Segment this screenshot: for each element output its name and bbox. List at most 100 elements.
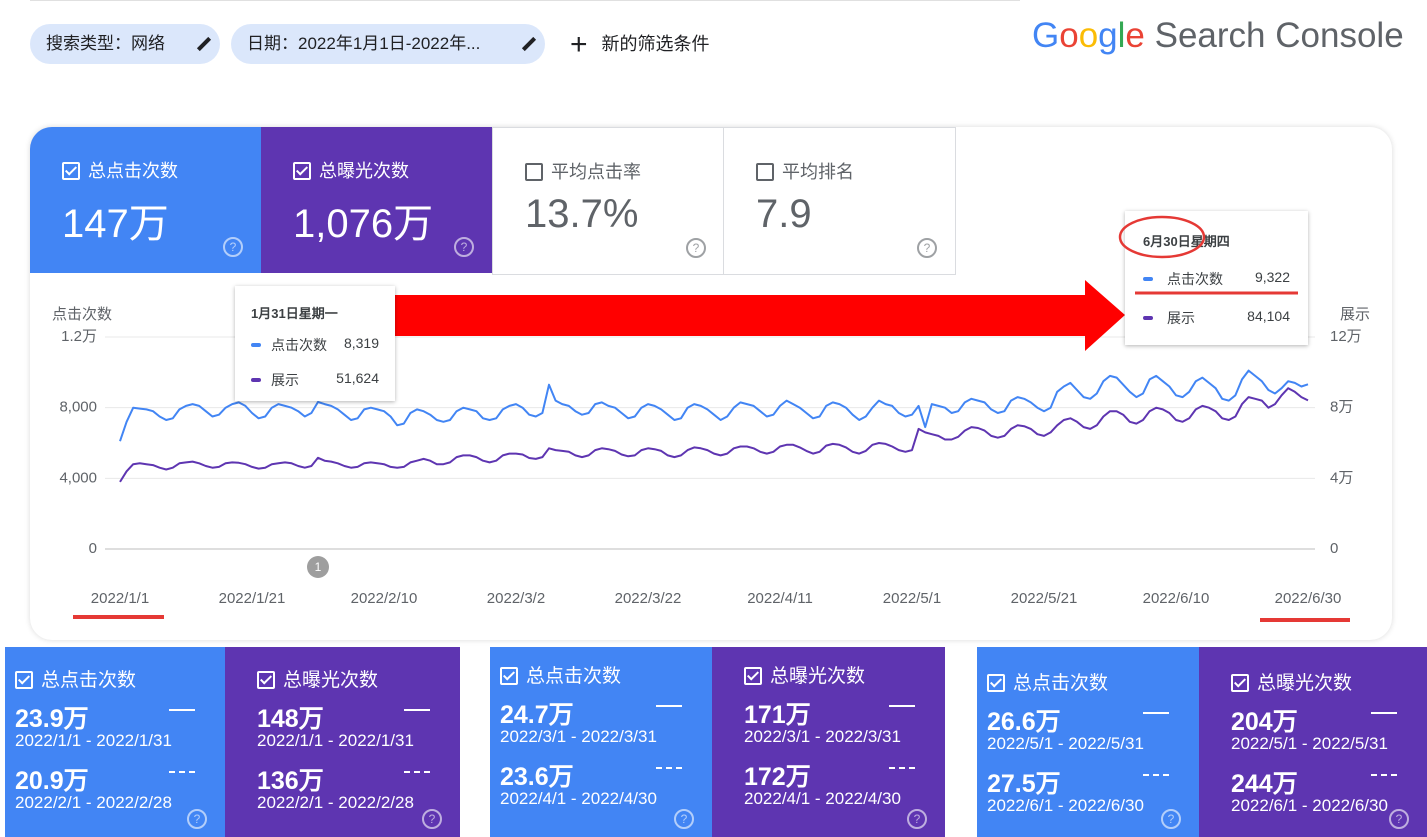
tooltip-name: 展示: [1167, 310, 1195, 326]
comparison-label-text: 总曝光次数: [770, 666, 866, 687]
help-icon[interactable]: [187, 809, 207, 829]
comparison-value: 244万: [1231, 770, 1298, 798]
checkbox[interactable]: [15, 671, 33, 689]
checkbox[interactable]: [293, 162, 311, 180]
checkbox[interactable]: [756, 163, 774, 181]
checkbox[interactable]: [62, 162, 80, 180]
tooltip: 6月30日星期四 点击次数 9,322 展示 84,104: [1125, 211, 1308, 345]
legend-dash: [656, 705, 682, 707]
help-icon[interactable]: [422, 809, 442, 829]
comparison-range: 2022/4/1 - 2022/4/30: [744, 789, 901, 808]
comparison-card[interactable]: 总点击次数 26.6万 2022/5/1 - 2022/5/31 27.5万 2022/…: [977, 647, 1199, 837]
metric-label-text: 总点击次数: [88, 161, 178, 181]
comparison-value: 172万: [744, 763, 811, 791]
comparison-value: 171万: [744, 701, 811, 729]
y2-axis-title: 展示: [1340, 306, 1370, 323]
checkbox[interactable]: [744, 667, 762, 685]
top-border: [30, 0, 1020, 1]
help-icon[interactable]: [686, 238, 706, 258]
filter-chip[interactable]: 日期：2022年1月1日-2022年...: [231, 24, 545, 64]
filter-chip[interactable]: 搜索类型：网络: [30, 24, 220, 64]
legend-dash: [404, 709, 430, 711]
comparison-value: 20.9万: [15, 767, 89, 795]
comparison-range: 2022/2/1 - 2022/2/28: [257, 793, 414, 812]
help-icon[interactable]: [674, 809, 694, 829]
comparison-card[interactable]: 总点击次数 24.7万 2022/3/1 - 2022/3/31 23.6万 2022/…: [490, 647, 712, 837]
logo-brand: Google: [1032, 16, 1145, 55]
comparison-card[interactable]: 总曝光次数 171万 2022/3/1 - 2022/3/31 172万 2022/4/…: [712, 647, 945, 837]
comparison-range: 2022/4/1 - 2022/4/30: [500, 789, 657, 808]
metric-label-text: 总曝光次数: [319, 161, 409, 181]
tooltip-dot: [1143, 277, 1153, 281]
comparison-label: 总曝光次数: [744, 661, 865, 688]
legend-dash: [889, 705, 915, 707]
y-axis-title: 点击次数: [52, 306, 112, 323]
y2-tick-label: 12万: [1330, 328, 1362, 345]
legend-dash: [1371, 774, 1397, 776]
add-filter[interactable]: + 新的筛选条件: [570, 28, 710, 61]
comparison-value: 204万: [1231, 708, 1298, 736]
comparison-card[interactable]: 总曝光次数 148万 2022/1/1 - 2022/1/31 136万 2022/2/…: [225, 647, 460, 837]
tooltip-name: 点击次数: [271, 337, 327, 353]
metric-label-text: 平均排名: [782, 162, 854, 182]
add-filter-text: 新的筛选条件: [601, 34, 710, 54]
comparison-range: 2022/3/1 - 2022/3/31: [500, 727, 657, 746]
comparison-range: 2022/6/1 - 2022/6/30: [987, 796, 1144, 815]
metric-value: 147万: [62, 202, 169, 246]
annotation-marker: [307, 556, 329, 578]
legend-dash: [656, 767, 682, 769]
x-tick-label: 2022/1/1: [91, 590, 149, 607]
comparison-range: 2022/1/1 - 2022/1/31: [15, 731, 172, 750]
x-tick-label: 2022/3/22: [615, 590, 682, 607]
tooltip-title: 6月30日星期四: [1143, 234, 1230, 249]
comparison-card[interactable]: 总曝光次数 204万 2022/5/1 - 2022/5/31 244万 2022/6/…: [1199, 647, 1427, 837]
comparison-range: 2022/2/1 - 2022/2/28: [15, 793, 172, 812]
comparison-label: 总点击次数: [987, 668, 1108, 695]
help-icon[interactable]: [907, 809, 927, 829]
metric-label-text: 平均点击率: [551, 162, 641, 182]
metric-card[interactable]: 平均排名 7.9: [723, 127, 956, 275]
tooltip-value: 51,624: [336, 370, 379, 386]
comparison-value: 136万: [257, 767, 324, 795]
comparison-card[interactable]: 总点击次数 23.9万 2022/1/1 - 2022/1/31 20.9万 2022/…: [5, 647, 225, 837]
y-tick-label: 8,000: [59, 399, 97, 416]
y2-tick-label: 0: [1330, 540, 1338, 557]
metric-value: 1,076万: [293, 202, 434, 246]
checkbox[interactable]: [987, 674, 1005, 692]
metric-card[interactable]: 总曝光次数 1,076万: [261, 127, 492, 273]
legend-dash: [404, 771, 430, 773]
help-icon[interactable]: [1389, 809, 1409, 829]
y-tick-label: 0: [89, 540, 97, 557]
y-tick-label: 1.2万: [61, 328, 97, 345]
comparison-label-text: 总曝光次数: [283, 670, 379, 691]
x-tick-label: 2022/6/30: [1275, 590, 1342, 607]
legend-dash: [1143, 774, 1169, 776]
x-tick-label: 2022/2/10: [351, 590, 418, 607]
metric-value: 7.9: [756, 192, 812, 236]
metric-label: 平均点击率: [525, 158, 641, 184]
legend-dash: [1371, 712, 1397, 714]
help-icon[interactable]: [454, 237, 474, 257]
comparison-value: 27.5万: [987, 770, 1061, 798]
checkbox[interactable]: [500, 667, 518, 685]
checkbox[interactable]: [1231, 674, 1249, 692]
comparison-range: 2022/5/1 - 2022/5/31: [987, 734, 1144, 753]
help-icon[interactable]: [917, 238, 937, 258]
metric-card[interactable]: 平均点击率 13.7%: [492, 127, 725, 275]
comparison-range: 2022/3/1 - 2022/3/31: [744, 727, 901, 746]
tooltip-dot: [251, 343, 261, 347]
checkbox[interactable]: [525, 163, 543, 181]
help-icon[interactable]: [1161, 809, 1181, 829]
series-line: [119, 387, 1309, 483]
tooltip: 1月31日星期一 点击次数 8,319 展示 51,624: [235, 286, 395, 401]
metric-card[interactable]: 总点击次数 147万: [30, 127, 261, 273]
comparison-range: 2022/5/1 - 2022/5/31: [1231, 734, 1388, 753]
checkbox[interactable]: [257, 671, 275, 689]
annotation-label: 1: [315, 560, 322, 574]
comparison-value: 26.6万: [987, 708, 1061, 736]
help-icon[interactable]: [223, 237, 243, 257]
tooltip-title: 1月31日星期一: [251, 306, 338, 321]
filter-text: 日期：2022年1月1日-2022年...: [247, 34, 481, 53]
tooltip-value: 9,322: [1254, 269, 1290, 285]
tooltip-dot: [1143, 316, 1153, 320]
